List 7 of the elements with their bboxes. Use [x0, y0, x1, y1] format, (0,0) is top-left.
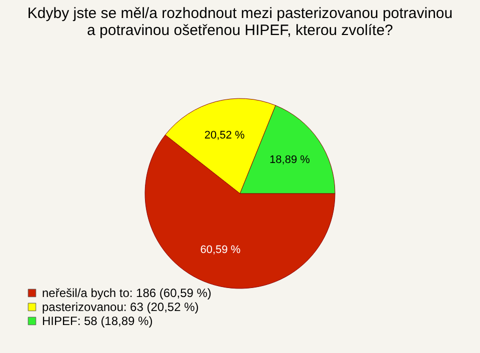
legend-label: neřešil/a bych to: 186 (60,59 %): [42, 286, 212, 300]
data-label: 20,52 %: [204, 130, 245, 142]
data-label: 18,89 %: [270, 154, 310, 166]
legend-label: HIPEF: 58 (18,89 %): [42, 314, 153, 328]
chart-title: Kdyby jste se měl/a rozhodnout mezi pasterizovanou potravinou a potravinou ošetřenou HIPEF, kterou zvolíte?: [27, 5, 453, 39]
legend-label: pasterizovanou: 63 (20,52 %): [42, 300, 199, 314]
data-label: 60,59 %: [200, 244, 241, 256]
